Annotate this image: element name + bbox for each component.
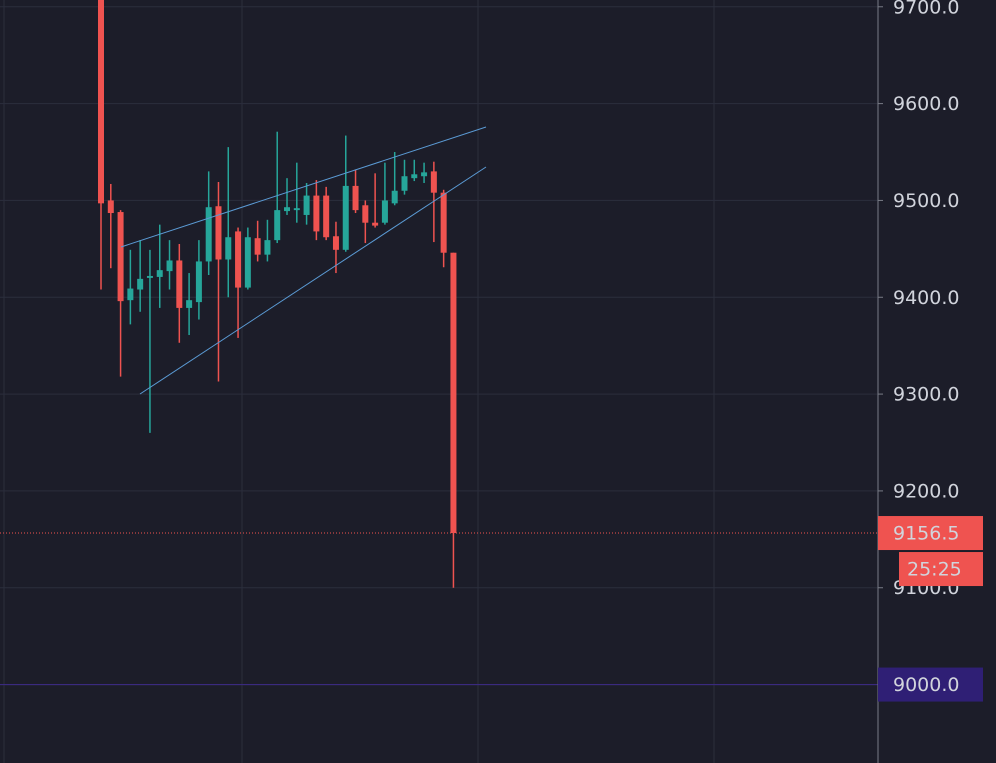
candle-body [205, 207, 212, 262]
candle-body [284, 207, 291, 212]
y-tick-label: 9200.0 [893, 480, 959, 502]
candle-body [381, 200, 388, 223]
candle-body [264, 240, 271, 255]
candle-body [156, 270, 163, 277]
y-tick-label: 9300.0 [893, 384, 959, 406]
alert-label: 9000.0 [893, 674, 959, 696]
candle-body [195, 261, 202, 303]
candle-body [303, 195, 310, 215]
price-axis: 9000.09100.09200.09300.09400.09500.09600… [878, 0, 983, 702]
candle-body [127, 288, 134, 301]
candle-body [274, 210, 281, 241]
countdown-box [899, 552, 983, 587]
candle-body [166, 260, 173, 272]
candle-body [254, 238, 261, 255]
candle-body [137, 278, 144, 290]
candle-body [332, 236, 339, 250]
candle-body [430, 171, 437, 193]
trend-line [120, 126, 487, 248]
candle-body [293, 208, 300, 211]
candle-body [107, 200, 114, 214]
candle-body [225, 237, 232, 260]
candle-body [146, 275, 153, 278]
trend-line [139, 166, 487, 395]
candle-body [342, 185, 349, 250]
candle-body [323, 195, 330, 238]
candle-body [362, 205, 369, 223]
candle-body [117, 212, 124, 302]
candle-body [98, 0, 104, 204]
candle-body [176, 260, 183, 308]
candle-body [450, 252, 457, 534]
candle-body [244, 237, 251, 288]
candle-body [313, 195, 320, 232]
y-tick-label: 9500.0 [893, 190, 959, 212]
countdown-label: 25:25 [907, 559, 962, 581]
candle-body [186, 300, 193, 308]
candle-body [215, 206, 222, 260]
last-price-label: 9156.5 [893, 523, 959, 545]
candle-body [440, 192, 447, 253]
candle-body [352, 185, 359, 211]
candle-body [235, 231, 242, 288]
y-tick-label: 9700.0 [893, 0, 959, 18]
candle-body [401, 176, 408, 191]
plot [0, 0, 878, 686]
candle-body [421, 172, 428, 177]
candle-body [391, 190, 398, 204]
alert-label-box [878, 667, 983, 702]
y-tick-label: 9600.0 [893, 93, 959, 115]
y-tick-label: 9400.0 [893, 287, 959, 309]
grid [0, 0, 878, 763]
candle-body [411, 174, 418, 179]
last-price-box [878, 516, 983, 551]
candle-body [372, 222, 379, 226]
